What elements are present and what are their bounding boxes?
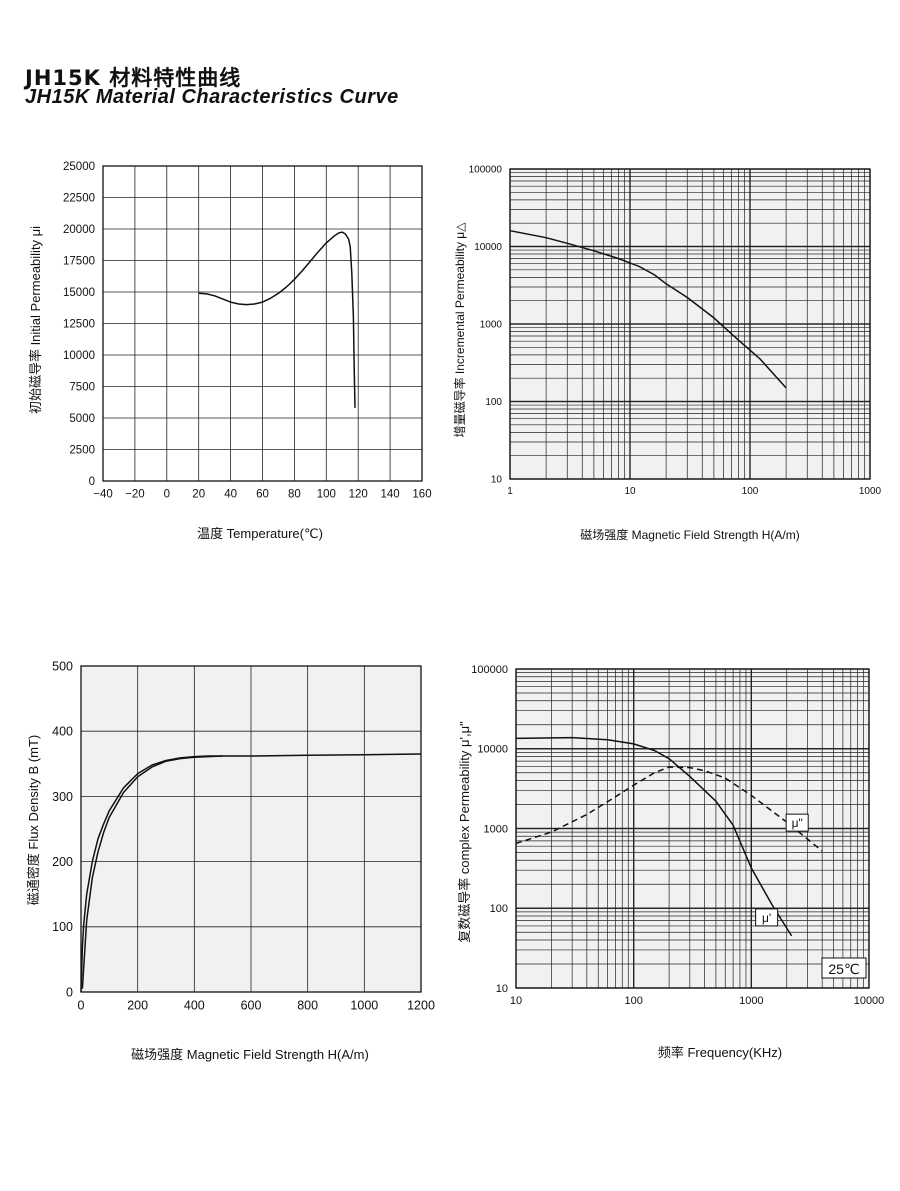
x-tick-label: 600 (241, 999, 262, 1013)
y-axis-title: 初始磁导率 Initial Permeability μi (28, 226, 43, 414)
x-tick-label: 1000 (350, 999, 378, 1013)
y-tick-label: 5000 (69, 413, 95, 425)
series-label-box (785, 813, 809, 832)
series-label: μ" (792, 816, 803, 830)
x-tick-label: 60 (256, 489, 269, 501)
y-tick-label: 1000 (480, 320, 503, 331)
y-tick-label: 500 (52, 659, 73, 673)
x-axis-title: 温度 Temperature(℃) (197, 526, 323, 541)
series-line-2 (80, 755, 223, 993)
y-tick-label: 100 (485, 397, 502, 408)
y-axis-title: 增量磁导率 Incremental Permeability μ△ (452, 222, 467, 438)
x-tick-label: 120 (349, 489, 368, 501)
x-tick-label: 140 (381, 489, 400, 501)
y-tick-label: 200 (52, 855, 73, 869)
y-tick-label: 1000 (484, 823, 508, 835)
x-tick-label: −20 (125, 489, 145, 501)
x-tick-label: 100 (317, 489, 336, 501)
y-tick-label: 10000 (63, 350, 95, 362)
series-label-box (755, 908, 779, 927)
x-axis-title: 磁场强度 Magnetic Field Strength H(A/m) (131, 1047, 369, 1062)
x-tick-label: 1200 (407, 999, 435, 1013)
x-tick-label: 200 (127, 999, 148, 1013)
x-tick-label: 0 (78, 999, 85, 1013)
x-tick-label: 0 (164, 489, 170, 501)
series-label: μ' (762, 911, 771, 925)
x-tick-label: 20 (192, 489, 205, 501)
y-tick-label: 400 (52, 725, 73, 739)
y-tick-label: 10 (491, 475, 503, 486)
x-tick-label: −40 (93, 489, 113, 501)
y-axis-title: 磁通密度 Flux Density B (mT) (26, 735, 41, 905)
y-tick-label: 25000 (63, 161, 95, 173)
x-tick-label: 10 (510, 995, 522, 1007)
y-tick-label: 100000 (471, 664, 508, 676)
y-tick-label: 20000 (63, 224, 95, 236)
series-line-1 (198, 231, 356, 408)
y-tick-label: 100000 (469, 165, 503, 176)
y-tick-label: 22500 (63, 193, 95, 205)
x-tick-label: 1 (507, 486, 513, 497)
x-axis-title: 频率 Frequency(KHz) (658, 1045, 782, 1060)
x-tick-label: 100 (624, 995, 642, 1007)
y-tick-label: 100 (490, 903, 508, 915)
y-axis-title: 复数磁导率 complex Permeability μ',μ" (457, 721, 472, 943)
x-tick-label: 160 (412, 489, 431, 501)
y-tick-label: 100 (52, 920, 73, 934)
plot-frame (102, 165, 423, 482)
y-tick-label: 7500 (69, 382, 95, 394)
x-tick-label: 100 (742, 486, 759, 497)
plot-frame (80, 665, 422, 993)
y-tick-label: 15000 (63, 287, 95, 299)
y-tick-label: 12500 (63, 319, 95, 331)
y-tick-label: 0 (66, 985, 73, 999)
series-line-1 (509, 229, 787, 389)
series-line-2 (515, 766, 823, 852)
x-tick-label: 1000 (739, 995, 763, 1007)
x-tick-label: 800 (297, 999, 318, 1013)
y-tick-label: 17500 (63, 256, 95, 268)
plot-frame (515, 668, 870, 989)
x-axis-title: 磁场强度 Magnetic Field Strength H(A/m) (580, 527, 799, 542)
y-tick-label: 2500 (69, 445, 95, 457)
x-tick-label: 80 (288, 489, 301, 501)
x-tick-label: 10 (624, 486, 636, 497)
grid-lines (515, 668, 870, 989)
annotation-box (821, 957, 867, 979)
x-tick-label: 1000 (859, 486, 882, 497)
plot-frame (509, 168, 871, 480)
annotation-temperature: 25℃ (828, 961, 859, 977)
y-tick-label: 10000 (474, 242, 502, 253)
x-tick-label: 10000 (854, 995, 885, 1007)
series-line-1 (81, 753, 422, 989)
title-english: JH15K Material Characteristics Curve (25, 86, 399, 108)
y-tick-label: 10 (496, 983, 508, 995)
x-tick-label: 40 (224, 489, 237, 501)
y-tick-label: 300 (52, 790, 73, 804)
y-tick-label: 10000 (477, 744, 508, 756)
y-tick-label: 0 (89, 476, 95, 488)
title-chinese: JH15K 材料特性曲线 (25, 66, 242, 90)
x-tick-label: 400 (184, 999, 205, 1013)
